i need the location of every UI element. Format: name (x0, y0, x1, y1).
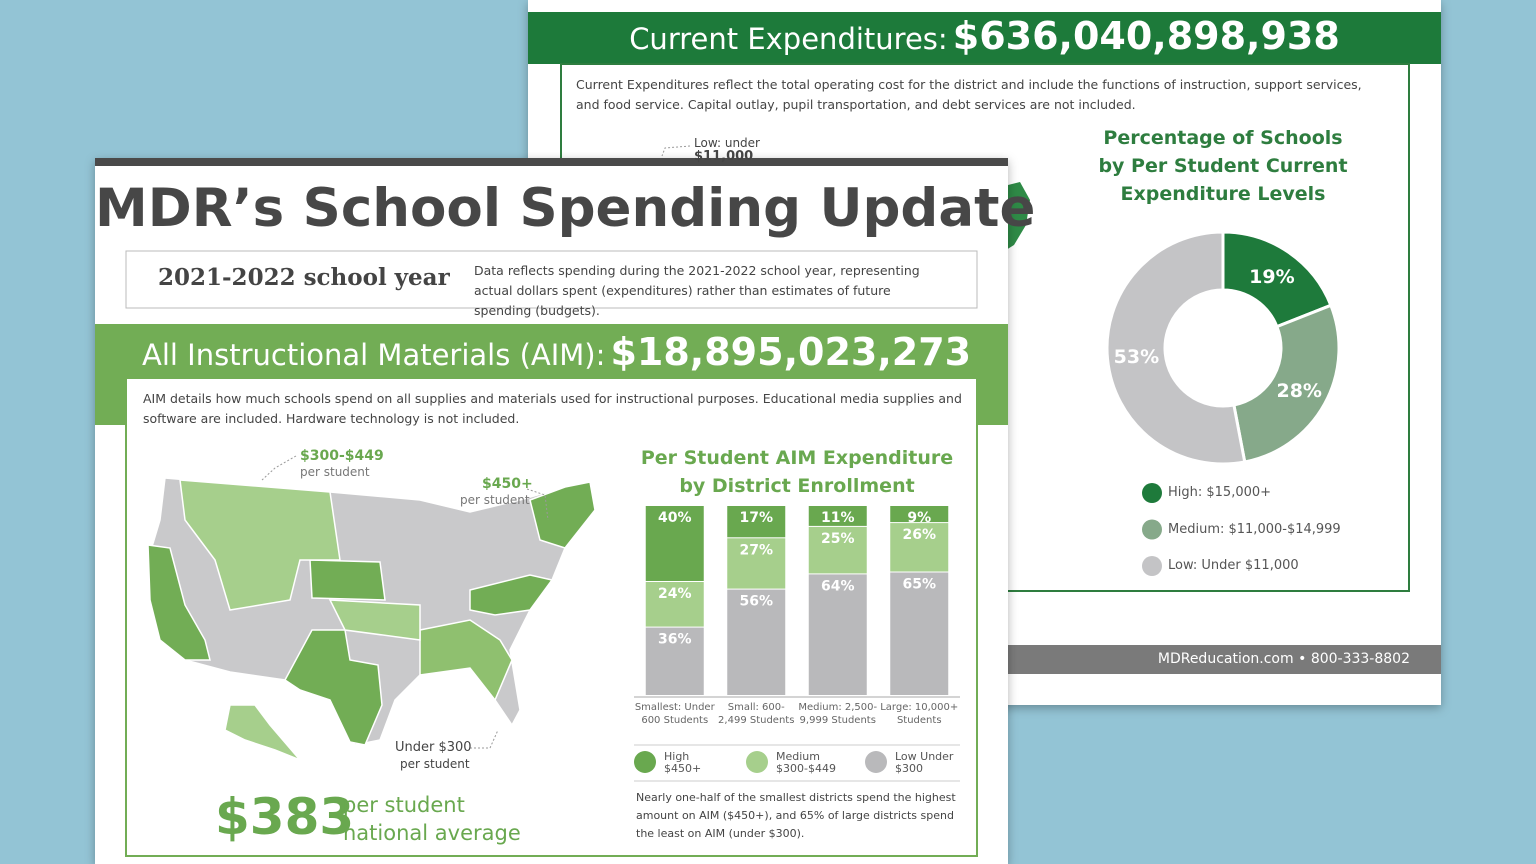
year-box (125, 250, 978, 309)
bar-segment (890, 523, 949, 572)
value-label: 56% (739, 594, 773, 610)
aim-amount: $18,895,023,273 (610, 330, 972, 374)
average-label: national average (343, 821, 521, 845)
donut-slice (1221, 230, 1333, 329)
map-annotation: per student (300, 465, 370, 479)
map-annotation: Under $300 (395, 740, 472, 755)
year-note: Data reflects spending during the 2021-2… (474, 263, 920, 318)
map-annotation: per student (460, 493, 530, 507)
legend-swatch (746, 751, 768, 773)
legend-label: High $450+ (664, 750, 702, 775)
title: MDR’s School Spending Update (95, 178, 1036, 239)
header-label: Current Expenditures: (629, 22, 948, 56)
school-year: 2021-2022 school year (158, 264, 450, 291)
value-label: 28% (1276, 380, 1321, 402)
aim-description: AIM details how much schools spend on al… (143, 391, 962, 426)
donut-slice (1232, 303, 1341, 464)
value-label: 27% (739, 542, 773, 558)
callout-line (261, 455, 297, 481)
legend-swatch (634, 751, 656, 773)
category-label: Smallest: Under 600 Students (634, 702, 715, 726)
legend-swatch (1142, 483, 1162, 503)
bar-segment (808, 574, 867, 695)
value-label: 65% (902, 577, 936, 593)
footer: MDReducation.com • 800-333-8802 (1040, 651, 1410, 667)
chart-note: Nearly one-half of the smallest district… (636, 791, 956, 840)
map-annotation: per student (400, 757, 470, 771)
value-label: 9% (907, 510, 931, 526)
aim-header: All Instructional Materials (AIM): $18,8… (142, 330, 971, 374)
front-sheet: 36% 24% 40% 56% 27% 17% 64% 25% 11% 65% 26%9% (95, 158, 1008, 864)
value-label: 11% (821, 510, 855, 526)
legend-label: High: $15,000+ (1168, 485, 1272, 500)
donut-slice (1105, 230, 1247, 466)
legend-label: Medium: $11,000-$14,999 (1168, 521, 1341, 537)
value-label: 26% (902, 527, 936, 543)
value-label: 19% (1249, 266, 1294, 288)
bar-segment (890, 572, 949, 695)
map-annotation: $300-$449 (300, 448, 384, 464)
category-label: Medium: 2,500-9,999 Students (798, 702, 878, 726)
us-map (147, 477, 596, 761)
map-fragment (1006, 182, 1030, 250)
category-label: Small: 600-2,499 Students (718, 702, 795, 726)
back-description: Current Expenditures reflect the total o… (576, 77, 1362, 112)
map-callout: $11,000 (694, 149, 754, 164)
legend-swatch (1142, 556, 1162, 576)
value-label: 25% (821, 531, 855, 547)
bar-segment (808, 526, 867, 574)
legend-label: Low: Under $11,000 (1168, 558, 1299, 573)
header-amount: $636,040,898,938 (952, 14, 1340, 58)
map-callout: Low: under (694, 136, 760, 150)
callout-line (470, 729, 499, 749)
legend-label: Medium $300-$449 (776, 750, 836, 775)
website: MDReducation.com (1157, 651, 1294, 667)
header-band (528, 12, 1441, 64)
aim-label: All Instructional Materials (AIM): (142, 338, 606, 372)
value-label: 17% (739, 510, 773, 526)
map-annotation: $450+ (482, 476, 533, 492)
bar-segment (645, 506, 704, 581)
bar-segment (645, 582, 704, 627)
top-bar (95, 158, 1008, 166)
value-label: 40% (658, 510, 692, 526)
bar-segment (890, 506, 949, 523)
value-label: 36% (658, 632, 692, 648)
value-label: 53% (1114, 346, 1159, 368)
average-amount: $383 (215, 788, 355, 846)
legend-swatch (865, 751, 887, 773)
phone: 800-333-8802 (1310, 651, 1410, 667)
average-unit: per student (343, 793, 465, 817)
bar-segment (727, 506, 786, 538)
bar-segment (727, 538, 786, 589)
header-title: Current Expenditures: $636,040,898,938 (528, 14, 1441, 58)
bar-segment (645, 627, 704, 695)
category-label: Large: 10,000+ Students (880, 702, 959, 726)
chart-title: Percentage of Schools by Per Student Cur… (1098, 127, 1348, 205)
value-label: 24% (658, 586, 692, 602)
separator: • (1293, 651, 1311, 667)
chart-title: Per Student AIM Expenditure by District … (640, 447, 954, 497)
value-label: 64% (821, 578, 855, 594)
legend-label: Low Under $300 (895, 750, 954, 775)
bar-segment (808, 506, 867, 526)
bar-segment (727, 589, 786, 695)
legend-swatch (1142, 519, 1162, 540)
callout-line (661, 145, 691, 157)
